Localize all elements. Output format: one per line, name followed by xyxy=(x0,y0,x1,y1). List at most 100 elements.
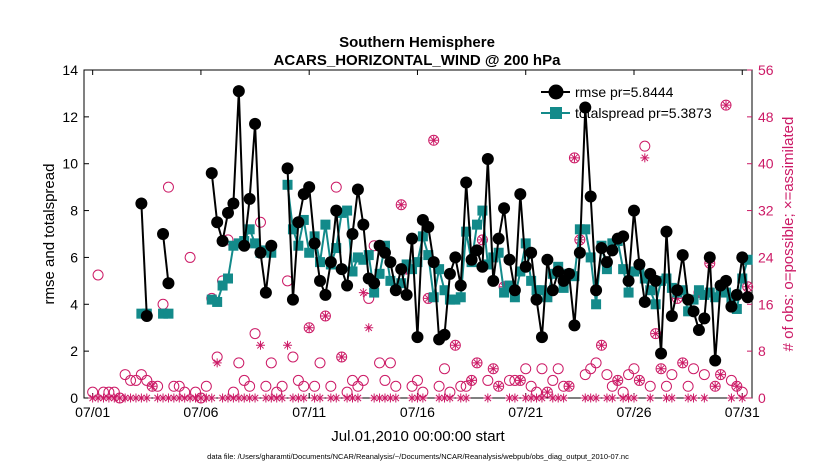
obs-assimilated-marker xyxy=(472,358,482,368)
spread-point xyxy=(558,282,569,293)
rmse-point xyxy=(638,295,651,308)
spread-point xyxy=(444,294,455,305)
obs-assimilated-marker xyxy=(618,393,628,403)
obs-assimilated-marker xyxy=(212,358,222,368)
y2-tick-label: 40 xyxy=(758,156,774,172)
spread-point xyxy=(374,268,385,279)
obs-assimilated-marker xyxy=(326,393,336,403)
rmse-point xyxy=(508,284,521,297)
obs-assimilated-marker xyxy=(158,393,168,403)
rmse-point xyxy=(535,331,548,344)
obs-assimilated-marker xyxy=(147,381,157,391)
obs-assimilated-marker xyxy=(375,393,385,403)
obs-assimilated-marker xyxy=(521,393,531,403)
rmse-point xyxy=(324,256,337,269)
obs-assimilated-marker xyxy=(299,393,309,403)
rmse-point xyxy=(454,279,467,292)
spread-point xyxy=(493,247,504,258)
rmse-line xyxy=(286,106,749,362)
spread-point xyxy=(650,299,661,310)
rmse-point xyxy=(633,258,646,271)
obs-possible-marker xyxy=(433,380,445,392)
obs-assimilated-marker xyxy=(656,364,666,374)
y2-tick-label: 48 xyxy=(758,109,774,125)
spread-point xyxy=(363,250,374,261)
chart-title: Southern Hemisphere xyxy=(339,34,495,51)
y2-tick-label: 16 xyxy=(758,296,774,312)
rmse-point xyxy=(481,153,494,166)
rmse-point xyxy=(238,239,251,252)
obs-possible-marker xyxy=(395,199,407,211)
rmse-point xyxy=(443,267,456,280)
spread-point xyxy=(455,292,466,303)
rmse-point xyxy=(730,288,743,301)
obs-possible-marker xyxy=(552,363,564,375)
rmse-point xyxy=(395,263,408,276)
rmse-point xyxy=(286,293,299,306)
rmse-line xyxy=(140,203,148,317)
obs-possible-marker xyxy=(244,380,256,392)
spread-point xyxy=(704,287,715,298)
obs-assimilated-marker xyxy=(542,387,552,397)
obs-possible-marker xyxy=(309,380,321,392)
obs-possible-marker xyxy=(233,357,245,369)
rmse-point xyxy=(698,312,711,325)
obs-assimilated-marker xyxy=(196,393,206,403)
y2-tick-label: 56 xyxy=(758,62,774,78)
rmse-point xyxy=(140,310,153,322)
obs-assimilated-marker xyxy=(726,393,736,403)
rmse-point xyxy=(498,202,511,215)
spread-point xyxy=(509,292,520,303)
obs-assimilated-marker xyxy=(396,200,406,210)
rmse-point xyxy=(216,235,229,248)
obs-assimilated-marker xyxy=(548,393,558,403)
rmse-point xyxy=(314,274,327,287)
obs-assimilated-marker xyxy=(467,375,477,385)
obs-assimilated-marker xyxy=(699,393,709,403)
obs-possible-marker xyxy=(125,374,137,386)
rmse-point xyxy=(692,324,705,337)
obs-assimilated-marker xyxy=(716,370,726,380)
obs-assimilated-marker xyxy=(331,393,341,403)
obs-assimilated-marker xyxy=(310,393,320,403)
obs-assimilated-marker xyxy=(580,393,590,403)
y-tick-label: 14 xyxy=(62,62,78,78)
obs-assimilated-marker xyxy=(407,393,417,403)
obs-assimilated-marker xyxy=(104,393,114,403)
spread-point xyxy=(504,280,515,291)
rmse-point xyxy=(389,284,402,297)
series-layer xyxy=(135,85,754,367)
obs-assimilated-marker xyxy=(88,393,98,403)
x-tick-label: 07/06 xyxy=(183,404,218,420)
spread-point xyxy=(222,273,233,284)
rmse-point xyxy=(384,256,397,269)
obs-assimilated-marker xyxy=(223,393,233,403)
spread-point xyxy=(542,292,553,303)
obs-assimilated-marker xyxy=(661,393,671,403)
obs-assimilated-marker xyxy=(461,393,471,403)
obs-assimilated-marker xyxy=(629,393,639,403)
rmse-point xyxy=(595,242,608,255)
y2-axis-label: # of obs: o=possible; ×=assimilated xyxy=(780,117,797,352)
rmse-point xyxy=(400,288,413,301)
obs-assimilated-marker xyxy=(277,393,287,403)
y2-tick-label: 32 xyxy=(758,203,774,219)
obs-assimilated-marker xyxy=(261,393,271,403)
obs-possible-marker xyxy=(541,386,553,398)
obs-possible-marker xyxy=(449,339,461,351)
y2-tick-label: 8 xyxy=(758,343,766,359)
y-tick-label: 6 xyxy=(70,249,78,265)
rmse-point xyxy=(162,277,175,290)
obs-assimilated-marker xyxy=(607,393,617,403)
obs-possible-marker xyxy=(471,357,483,369)
obs-possible-marker xyxy=(384,357,396,369)
rmse-point xyxy=(627,204,640,217)
obs-assimilated-marker xyxy=(494,381,504,391)
rmse-point xyxy=(725,300,738,313)
rmse-point xyxy=(519,260,532,273)
obs-possible-marker xyxy=(200,380,212,392)
obs-possible-marker xyxy=(265,357,277,369)
rmse-point xyxy=(427,256,440,269)
spread-point xyxy=(396,278,407,289)
obs-assimilated-marker xyxy=(683,393,693,403)
